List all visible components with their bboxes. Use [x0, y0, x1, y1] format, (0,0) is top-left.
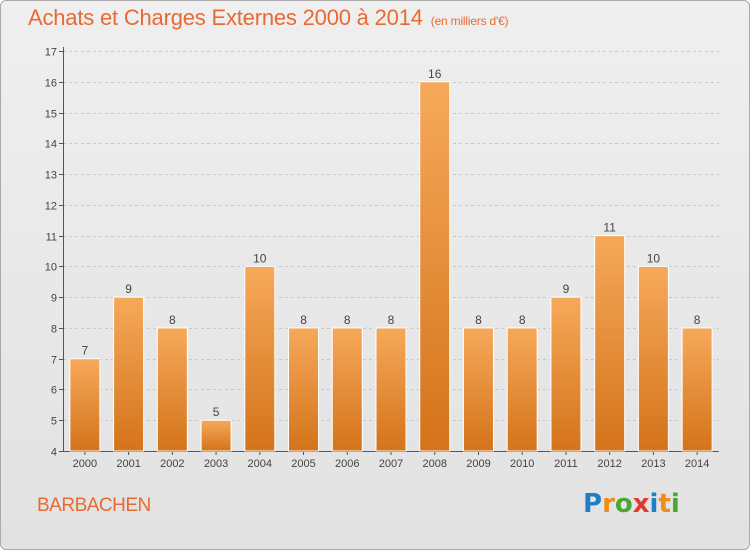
y-tick-label: 9: [51, 293, 57, 305]
bar: [375, 327, 407, 452]
x-tick-label: 2000: [73, 458, 97, 470]
data-label: 9: [563, 282, 570, 296]
bar: [594, 235, 626, 452]
y-tick-label: 15: [45, 109, 57, 121]
label-layer: 7 2000 9 2001 8 2002 5 2003 10 2004 8 2005 8 2006 8 200…: [73, 67, 710, 470]
y-tick-label: 14: [45, 139, 57, 151]
bar: [462, 327, 494, 452]
x-tick-label: 2011: [554, 458, 578, 470]
y-tick-label: 6: [51, 385, 57, 397]
logo-letter: r: [602, 489, 615, 519]
x-tick-label: 2008: [422, 458, 446, 470]
x-tick-label: 2004: [248, 458, 272, 470]
place-name: BARBACHEN: [37, 495, 151, 516]
data-label: 8: [300, 313, 307, 327]
chart-title: Achats et Charges Externes 2000 à 2014 (e…: [28, 5, 509, 31]
bar-layer: [69, 81, 713, 452]
bar: [681, 327, 713, 452]
logo-letter: P: [583, 489, 603, 519]
y-tick-label: 7: [51, 355, 57, 367]
y-tick-label: 8: [51, 324, 57, 336]
y-tick-label: 4: [51, 447, 57, 459]
y-tick-label: 17: [45, 47, 57, 59]
data-label: 8: [169, 313, 176, 327]
y-tick-label: 16: [45, 78, 57, 90]
data-label: 11: [603, 221, 616, 235]
data-label: 10: [253, 251, 267, 265]
bar: [550, 296, 582, 452]
y-tick-label: 10: [45, 262, 57, 274]
x-tick-label: 2010: [510, 458, 534, 470]
proxiti-logo[interactable]: Proxiti: [583, 489, 680, 519]
logo-letter: i: [670, 489, 680, 519]
bar: [200, 419, 232, 452]
logo-letter: x: [632, 489, 650, 519]
data-label: 8: [475, 313, 482, 327]
x-tick-label: 2006: [335, 458, 359, 470]
chart-title-text: Achats et Charges Externes 2000 à 2014: [28, 5, 423, 30]
x-tick-label: 2014: [685, 458, 709, 470]
bar: [637, 265, 669, 452]
x-tick-label: 2009: [466, 458, 490, 470]
bar: [244, 265, 276, 452]
data-label: 10: [647, 251, 661, 265]
x-tick-label: 2002: [160, 458, 184, 470]
y-tick-label: 11: [46, 232, 57, 244]
data-label: 8: [694, 313, 701, 327]
logo-letter: i: [649, 489, 659, 519]
data-label: 8: [344, 313, 351, 327]
y-tick-label: 13: [45, 170, 57, 182]
bar: [156, 327, 188, 452]
bar: [506, 327, 538, 452]
data-label: 16: [428, 67, 442, 81]
bar: [69, 358, 101, 452]
bar: [331, 327, 363, 452]
x-tick-label: 2003: [204, 458, 228, 470]
data-label: 8: [519, 313, 526, 327]
data-label: 9: [125, 282, 132, 296]
y-tick-label: 5: [51, 416, 57, 428]
bar: [419, 81, 451, 452]
data-label: 5: [213, 405, 220, 419]
bar: [288, 327, 320, 452]
x-tick-label: 2001: [116, 458, 140, 470]
bar: [113, 296, 145, 452]
logo-letter: o: [614, 489, 633, 519]
x-tick-label: 2007: [379, 458, 403, 470]
chart-subtitle: (en milliers d'€): [430, 14, 509, 28]
x-tick-label: 2013: [641, 458, 665, 470]
x-tick-label: 2012: [597, 458, 621, 470]
x-tick-label: 2005: [291, 458, 315, 470]
logo-letter: t: [658, 489, 671, 519]
data-label: 8: [388, 313, 395, 327]
axis-layer: 4 5 6 7 8 9 10 11 12 13 14 15 16 17: [45, 47, 719, 459]
y-tick-label: 12: [45, 201, 57, 213]
data-label: 7: [82, 344, 89, 358]
